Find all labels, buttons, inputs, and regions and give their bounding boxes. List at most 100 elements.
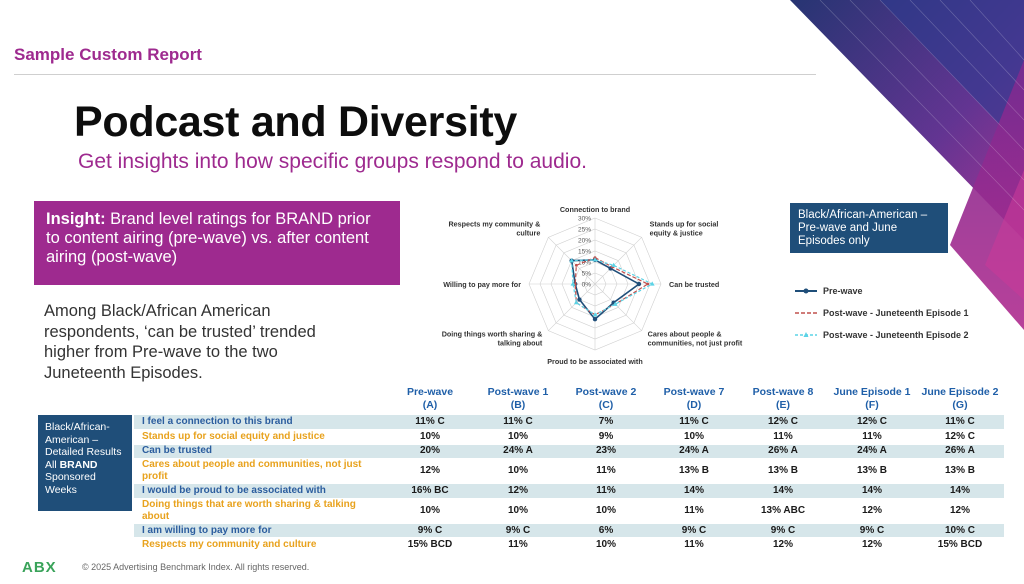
insight-box: Insight: Brand level ratings for BRAND p… bbox=[34, 201, 400, 285]
table-cell: 10% C bbox=[916, 523, 1004, 539]
table-cell: 6% bbox=[562, 523, 650, 539]
radar-axis-label: Stands up for social equity & justice bbox=[650, 219, 719, 237]
table-cell: 26% A bbox=[738, 444, 828, 460]
radar-point bbox=[649, 281, 655, 286]
table-cell: 14% bbox=[738, 483, 828, 499]
radar-point bbox=[612, 301, 618, 306]
radar-point bbox=[574, 263, 578, 267]
header-divider bbox=[14, 74, 816, 75]
table-side-label: Black/African-American – Detailed Result… bbox=[38, 415, 132, 511]
radar-point bbox=[646, 282, 650, 286]
header-blank bbox=[134, 385, 386, 415]
table-cell: 16% BC bbox=[386, 483, 474, 499]
table-cell: 11% bbox=[474, 537, 562, 554]
table-side-text-1: Black/African-American – Detailed Result… bbox=[45, 421, 122, 471]
insight-text: Brand level ratings for BRAND prior to c… bbox=[46, 210, 371, 266]
table-cell: 14% bbox=[916, 483, 1004, 499]
row-label: I am willing to pay more for bbox=[134, 523, 386, 539]
radar-axis-label: Can be trusted bbox=[669, 280, 719, 289]
radar-spoke bbox=[594, 237, 642, 285]
table-cell: 24% A bbox=[474, 444, 562, 460]
table-row: I would be proud to be associated with 16… bbox=[134, 483, 1004, 499]
table-cell: 10% bbox=[386, 429, 474, 445]
radar-tick-label: 20% bbox=[578, 238, 591, 245]
table-cell: 12% bbox=[828, 537, 916, 554]
table-side-text-2: Sponsored Weeks bbox=[45, 471, 96, 496]
table-cell: 11% bbox=[562, 458, 650, 485]
radar-tick-label: 0% bbox=[582, 282, 592, 289]
table-cell: 10% bbox=[386, 498, 474, 524]
page-subtitle: Get insights into how specific groups re… bbox=[78, 150, 587, 173]
table-cell: 14% bbox=[650, 483, 738, 499]
radar-tick-label: 30% bbox=[578, 216, 591, 223]
legend-label: Post-wave - Juneteenth Episode 1 bbox=[823, 308, 969, 318]
radar-point bbox=[570, 281, 576, 286]
row-label: I feel a connection to this brand bbox=[134, 415, 386, 431]
copyright-text: © 2025 Advertising Benchmark Index. All … bbox=[82, 562, 310, 572]
table-cell: 24% A bbox=[650, 444, 738, 460]
column-header: June Episode 1 (F) bbox=[833, 386, 911, 411]
table-row: Cares about people and communities, not … bbox=[134, 458, 1004, 485]
row-label: Stands up for social equity and justice bbox=[134, 429, 386, 445]
table-cell: 11% C bbox=[386, 415, 474, 431]
report-label: Sample Custom Report bbox=[14, 45, 202, 64]
table-cell: 12% bbox=[828, 498, 916, 524]
radar-axis-label: Doing things worth sharing & talking abou… bbox=[442, 330, 543, 348]
table-cell: 11% bbox=[650, 537, 738, 554]
table-cell: 9% bbox=[562, 429, 650, 445]
radar-point bbox=[592, 312, 598, 317]
radar-tick-label: 25% bbox=[578, 227, 591, 234]
table-cell: 11% C bbox=[916, 415, 1004, 431]
table-cell: 20% bbox=[386, 444, 474, 460]
chart-legend: Pre-wave Post-wave - Juneteenth Episode … bbox=[795, 280, 969, 346]
row-label: Respects my community and culture bbox=[134, 537, 386, 554]
column-header: Pre-wave (A) bbox=[406, 386, 454, 411]
table-header-row: Pre-wave (A) Post-wave 1 (B) Post-wave 2 (C… bbox=[134, 385, 1004, 415]
radar-axis-label: Cares about people & communities, not jus… bbox=[648, 330, 743, 348]
table-row: I am willing to pay more for 9% C 9% C 6% 9%… bbox=[134, 523, 1004, 539]
insight-body: Among Black/African American respondents… bbox=[44, 302, 316, 382]
table-side-brand: BRAND bbox=[59, 458, 98, 471]
radar-axis-label: Proud to be associated with bbox=[547, 357, 642, 366]
table-cell: 9% C bbox=[386, 523, 474, 539]
radar-point bbox=[577, 297, 582, 302]
row-label: Doing things that are worth sharing & ta… bbox=[134, 498, 386, 524]
table-cell: 13% B bbox=[738, 458, 828, 485]
legend-item-episode2: Post-wave - Juneteenth Episode 2 bbox=[795, 324, 969, 346]
table-cell: 15% BCD bbox=[916, 537, 1004, 554]
insight-lead: Insight: bbox=[46, 210, 106, 228]
radar-tick-label: 5% bbox=[582, 271, 592, 278]
row-label: Can be trusted bbox=[134, 444, 386, 460]
table-cell: 13% B bbox=[828, 458, 916, 485]
table-cell: 10% bbox=[562, 537, 650, 554]
radar-point bbox=[573, 300, 579, 305]
legend-label: Post-wave - Juneteenth Episode 2 bbox=[823, 330, 969, 340]
column-header: Post-wave 8 (E) bbox=[752, 386, 814, 411]
chart-side-label: Black/African-American – Pre-wave and Ju… bbox=[790, 203, 948, 253]
radar-tick-label: 15% bbox=[578, 249, 591, 256]
table-cell: 7% bbox=[562, 415, 650, 431]
table-cell: 11% bbox=[650, 498, 738, 524]
table-cell: 12% C bbox=[738, 415, 828, 431]
column-header: Post-wave 2 (C) bbox=[575, 386, 637, 411]
table-cell: 10% bbox=[474, 429, 562, 445]
table-cell: 12% bbox=[738, 537, 828, 554]
table-cell: 10% bbox=[650, 429, 738, 445]
column-header: June Episode 2 (G) bbox=[921, 386, 999, 411]
table-cell: 12% C bbox=[828, 415, 916, 431]
table-cell: 12% bbox=[386, 458, 474, 485]
table-cell: 15% BCD bbox=[386, 537, 474, 554]
row-label: I would be proud to be associated with bbox=[134, 483, 386, 499]
table-row: Can be trusted 20% 24% A 23% 24% A 26% A 24% A… bbox=[134, 444, 1004, 460]
table-cell: 9% C bbox=[650, 523, 738, 539]
radar-point bbox=[636, 281, 642, 287]
table-cell: 12% bbox=[916, 498, 1004, 524]
radar-spoke bbox=[548, 283, 596, 331]
table-cell: 10% bbox=[474, 498, 562, 524]
table-cell: 11% bbox=[738, 429, 828, 445]
table-cell: 13% ABC bbox=[738, 498, 828, 524]
table-cell: 9% C bbox=[474, 523, 562, 539]
abx-logo: ABX bbox=[22, 559, 57, 576]
page-title: Podcast and Diversity bbox=[74, 98, 517, 146]
column-header: Post-wave 7 (D) bbox=[663, 386, 725, 411]
